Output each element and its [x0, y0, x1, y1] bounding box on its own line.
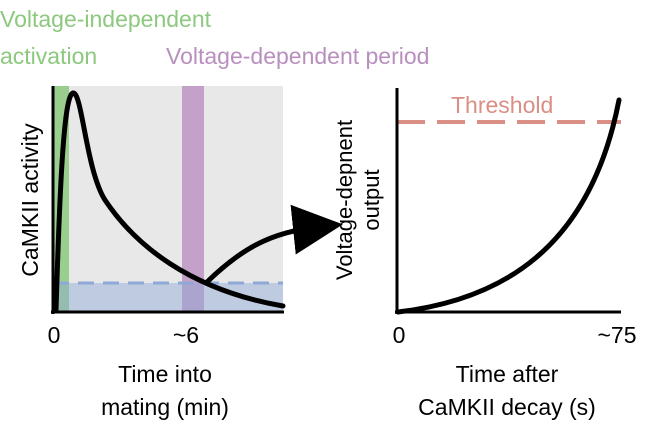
curved-arrow-icon	[204, 204, 343, 285]
left-x-axis-label-line1: Time into	[118, 361, 212, 387]
right-y-axis-label-line2: output	[359, 169, 384, 230]
right-x-axis-label-line1: Time after	[456, 361, 559, 387]
right-x-axis-label-line2: CaMKII decay (s)	[418, 394, 596, 420]
right-y-axis-label-line1: Voltage-depnent	[332, 120, 357, 280]
legend-dependent: Voltage-dependent period	[166, 43, 429, 69]
legend-independent-line1: Voltage-independent	[0, 6, 212, 32]
right-x-tick-0: 0	[393, 322, 406, 348]
voltage-dependent-band	[182, 86, 204, 312]
left-panel: CaMKII activity 0 ~6 Time into mating (m…	[17, 86, 286, 420]
left-x-tick-6: ~6	[173, 322, 199, 348]
legend-independent-line2: activation	[0, 43, 97, 69]
voltage-dependent-output-curve	[395, 97, 622, 315]
camkii-activity-curve	[53, 90, 286, 313]
left-y-axis-label: CaMKII activity	[17, 123, 43, 277]
left-panel-background	[53, 86, 283, 312]
right-panel: Threshold Voltage-depnent output 0 ~75 T…	[332, 88, 637, 420]
right-x-tick-75: ~75	[597, 322, 636, 348]
left-x-tick-0: 0	[48, 322, 61, 348]
left-x-axis-label-line2: mating (min)	[101, 394, 229, 420]
threshold-label: Threshold	[451, 92, 553, 118]
